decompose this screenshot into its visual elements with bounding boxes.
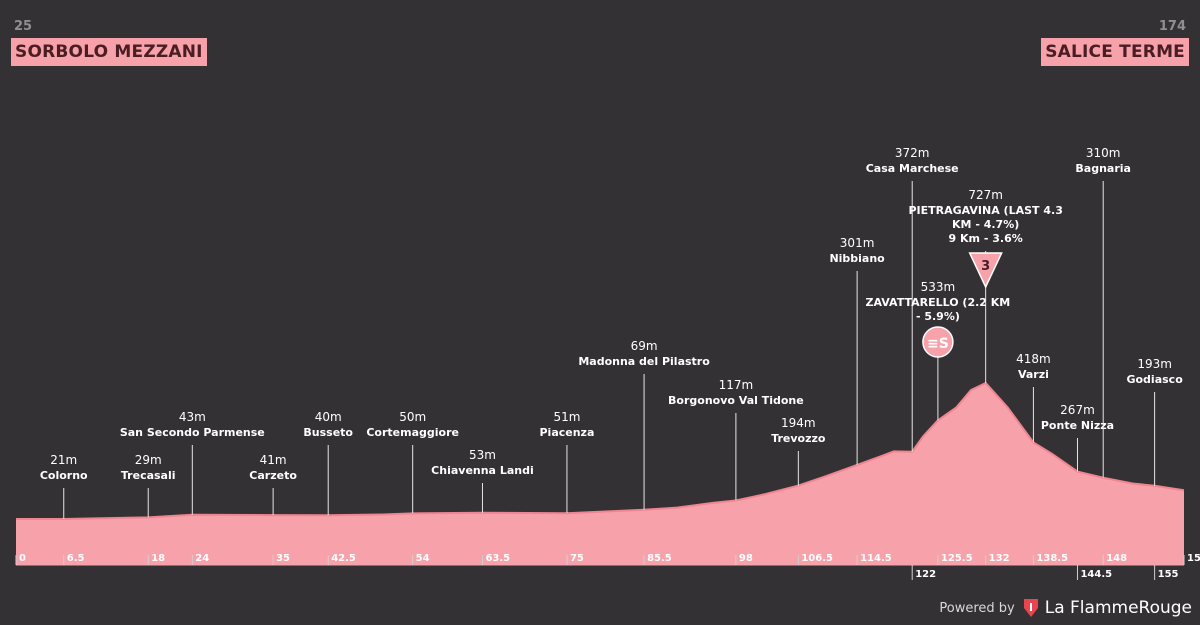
place-name: Busseto [303,426,353,439]
x-tick-label: 6.5 [67,553,85,564]
flamme-rouge-logo-icon [1023,599,1038,617]
sprint-marker-label: ≡S [927,336,949,352]
finish-town: SALICE TERME [1041,38,1189,66]
x-tick-label: 148 [1106,553,1127,564]
x-tick-label-below: 144.5 [1080,569,1112,580]
x-tick-label: 0 [19,553,26,564]
start-town: SORBOLO MEZZANI [11,38,207,66]
place-name: Cortemaggiore [366,426,459,439]
brand-label: La FlammeRouge [1044,598,1192,618]
place-altitude: 418m [1016,352,1051,366]
finish-km: 174 [1158,19,1186,34]
x-tick-label: 42.5 [331,553,356,564]
place-altitude: 310m [1086,146,1121,160]
x-tick-label: 159 [1187,553,1200,564]
place-name: Piacenza [539,426,594,439]
place-name: Trevozzo [771,432,826,445]
start-km: 25 [14,19,33,34]
place-name: Madonna del Pilastro [578,355,710,368]
place-name: 9 Km - 3.6% [949,232,1023,245]
place-altitude: 69m [631,339,658,353]
place-name: Colorno [40,469,88,482]
powered-by-label: Powered by [939,600,1015,616]
place-name: Bagnaria [1075,162,1131,175]
profile-area [16,383,1184,565]
place-altitude: 21m [50,453,77,467]
place-name: Nibbiano [829,252,885,265]
place-altitude: 51m [553,410,580,424]
place-name: Borgonovo Val Tidone [668,394,804,407]
x-tick-label: 125.5 [941,553,973,564]
place-name: ZAVATTARELLO (2.2 KM [866,296,1011,309]
place-name: Trecasali [121,469,176,482]
place-altitude: 117m [719,378,754,392]
place-altitude: 301m [840,236,875,250]
place-name: Carzeto [249,469,297,482]
place-altitude: 40m [315,410,342,424]
x-tick-label: 18 [151,553,165,564]
place-altitude: 50m [399,410,426,424]
place-name: San Secondo Parmense [120,426,265,439]
profile-outline [16,381,1185,520]
place-altitude: 41m [260,453,287,467]
place-name: PIETRAGAVINA (LAST 4.3 [908,204,1062,217]
x-tick-label: 63.5 [485,553,510,564]
place-name: - 5.9%) [916,310,960,323]
x-tick-label: 114.5 [860,553,892,564]
place-altitude: 194m [781,416,816,430]
x-tick-label: 54 [416,553,430,564]
place-altitude: 533m [921,280,956,294]
place-name: KM - 4.7%) [952,218,1019,231]
place-name: Ponte Nizza [1041,419,1114,432]
place-altitude: 727m [968,188,1003,202]
x-tick-label: 106.5 [801,553,833,564]
place-altitude: 372m [895,146,930,160]
brand[interactable]: La FlammeRouge [1023,598,1192,618]
x-tick-label: 132 [989,553,1010,564]
place-name: Casa Marchese [866,162,959,175]
place-name: Chiavenna Landi [431,464,534,477]
place-altitude: 267m [1060,403,1095,417]
place-name: Godiasco [1126,373,1183,386]
x-tick-label: 98 [739,553,753,564]
x-tick-label: 35 [276,553,290,564]
x-tick-label: 24 [195,553,209,564]
sprint-marker-icon [922,326,954,358]
place-altitude: 43m [179,410,206,424]
place-altitude: 29m [135,453,162,467]
place-altitude: 53m [469,448,496,462]
x-tick-label-below: 122 [915,569,936,580]
place-altitude: 193m [1137,357,1172,371]
x-tick-label: 75 [570,553,584,564]
x-tick-label-below: 155 [1158,569,1179,580]
powered-by: Powered by La FlammeRouge [939,597,1192,619]
x-tick-label: 138.5 [1036,553,1068,564]
climb-category-label: 3 [981,259,990,274]
climb-category-3-icon [968,252,1003,289]
place-name: Varzi [1018,368,1049,381]
x-tick-label: 85.5 [647,553,672,564]
